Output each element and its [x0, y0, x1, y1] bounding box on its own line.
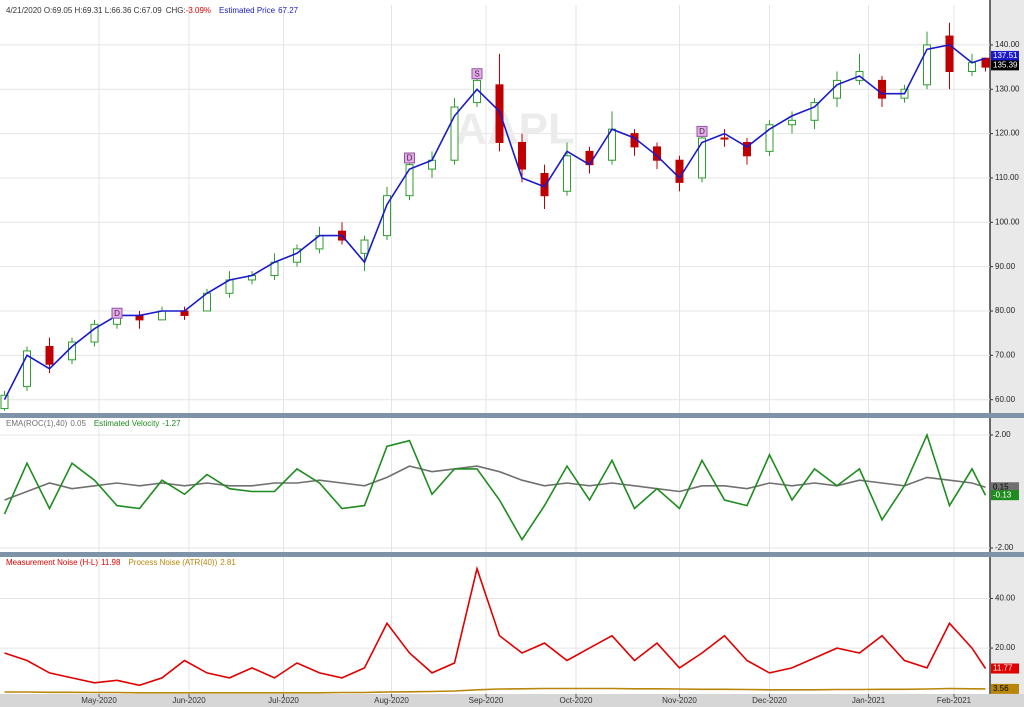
candle-body [968, 62, 976, 73]
legend-value: 0.05 [70, 419, 86, 428]
y-tick-label: 20.00 [995, 643, 1016, 652]
y-tick-label: 130.00 [995, 84, 1020, 93]
candle-body [698, 137, 706, 179]
x-tick-label: Feb-2021 [937, 696, 972, 705]
y-tick-label: 80.00 [995, 306, 1016, 315]
candle-body [743, 141, 751, 157]
candle-body [293, 248, 301, 263]
candle-body [473, 79, 481, 104]
annotation-text: D [699, 127, 705, 136]
candle-body [540, 173, 549, 197]
legend-value: -1.27 [162, 419, 181, 428]
y-tick-label: 100.00 [995, 217, 1020, 226]
legend-name: EMA(ROC(1),40) [6, 419, 68, 428]
last-value-box [991, 663, 1019, 674]
last-value-label: 0.15 [993, 482, 1009, 491]
series-line [4, 687, 986, 694]
pane-separator [0, 413, 1024, 418]
series-line [3, 44, 986, 401]
y-tick-label: 2.00 [995, 430, 1011, 439]
legend-name: Estimated Price [219, 6, 276, 15]
candle-body [945, 35, 954, 73]
y-tick-label: -2.00 [995, 543, 1014, 552]
x-tick-label: Nov-2020 [662, 696, 697, 705]
y-tick-label: 60.00 [995, 395, 1016, 404]
candle-body [90, 323, 99, 343]
pane-header: 4/21/2020 O:69.05 H:69.31 L:66.36 C:67.0… [6, 6, 299, 15]
candle-body [450, 106, 459, 161]
legend-value: 2.81 [220, 558, 236, 567]
candle-body [0, 394, 9, 410]
candle-body [563, 155, 571, 192]
change-value: -3.09% [186, 6, 211, 15]
y-tick-label: 40.00 [995, 594, 1016, 603]
candle-body [45, 345, 54, 365]
pane-header: EMA(ROC(1),40) 0.05 Estimated Velocity -1.2… [6, 419, 181, 428]
series-line [4, 565, 987, 687]
series-line [4, 465, 986, 501]
last-value-box [991, 60, 1019, 71]
change-label: CHG: [166, 6, 186, 15]
y-tick-label: 120.00 [995, 129, 1020, 138]
candle-body [878, 79, 886, 99]
annotation-box [696, 125, 708, 137]
legend-name: Measurement Noise (H-L) [6, 558, 98, 567]
last-value-label: 135.39 [993, 60, 1018, 69]
last-value-label: -0.13 [993, 490, 1012, 499]
candle-body [23, 350, 31, 387]
time-axis-strip [0, 694, 1024, 707]
candle-body [158, 310, 166, 321]
candle-body [518, 141, 526, 170]
last-value-box [991, 683, 1019, 694]
last-value-box [991, 482, 1019, 493]
y-tick-label: 140.00 [995, 40, 1020, 49]
legend-name: Process Noise (ATR(40)) [128, 558, 217, 567]
candle-body [923, 44, 931, 86]
price-axis-strip [990, 0, 1024, 707]
x-tick-label: Aug-2020 [374, 696, 409, 705]
legend-value: 11.98 [101, 558, 121, 567]
candle-body [810, 102, 819, 121]
annotation-text: D [114, 309, 120, 318]
pane-separator [0, 552, 1024, 557]
x-tick-label: Jul-2020 [268, 696, 299, 705]
x-tick-label: Sep-2020 [469, 696, 504, 705]
annotation-box [111, 307, 123, 319]
header-info: 4/21/2020 O:69.05 H:69.31 L:66.36 C:67.0… [6, 6, 162, 15]
candle-body [405, 164, 414, 197]
candle-body [720, 137, 729, 140]
x-tick-label: May-2020 [81, 696, 117, 705]
x-tick-label: Jan-2021 [852, 696, 886, 705]
last-value-box [991, 50, 1019, 61]
annotation-text: S [474, 69, 479, 78]
series-line [3, 432, 987, 542]
y-tick-label: 70.00 [995, 350, 1016, 359]
annotation-box [404, 152, 415, 164]
candle-body [788, 119, 796, 126]
last-value-box [991, 490, 1019, 501]
watermark: AAPL [455, 105, 575, 154]
legend-value: 67.27 [278, 6, 299, 15]
y-tick-label: 90.00 [995, 262, 1016, 271]
x-tick-label: Oct-2020 [560, 696, 593, 705]
last-value-label: 3.56 [993, 684, 1009, 693]
legend-name: Estimated Velocity [94, 419, 159, 428]
x-tick-label: Jun-2020 [172, 696, 206, 705]
y-tick-label: 110.00 [995, 173, 1019, 182]
candle-body [360, 239, 369, 254]
last-value-label: 137.51 [993, 51, 1018, 60]
annotation-text: D [407, 154, 413, 163]
pane-header: Measurement Noise (H-L) 11.98 Process Nois… [6, 558, 236, 567]
last-value-label: 11.77 [993, 664, 1013, 673]
candle-body [765, 124, 774, 152]
x-tick-label: Dec-2020 [752, 696, 787, 705]
annotation-box [471, 68, 483, 80]
